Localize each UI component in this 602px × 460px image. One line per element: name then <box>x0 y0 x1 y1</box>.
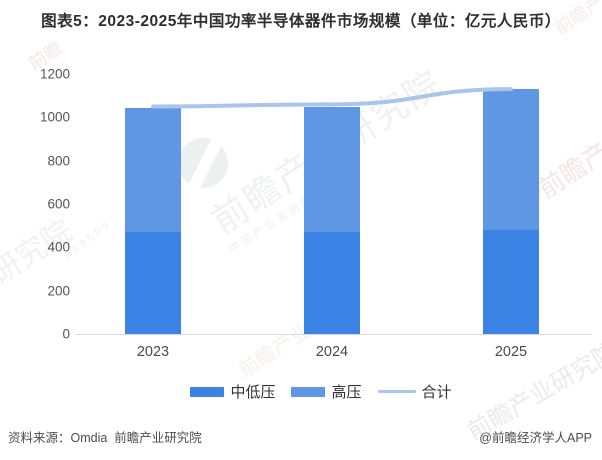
legend-label-total: 合计 <box>421 384 452 401</box>
x-tick-label: 2024 <box>315 344 349 360</box>
total-line <box>151 87 513 109</box>
x-axis-line <box>75 334 592 335</box>
legend-label-medium-low-voltage: 中低压 <box>230 384 276 401</box>
chart-title: 图表5：2023-2025年中国功率半导体器件市场规模（单位：亿元人民币） <box>41 13 561 30</box>
y-tick-label: 200 <box>47 283 70 299</box>
legend-swatch-high-voltage <box>291 386 326 397</box>
footer: 资料来源：Omdia 前瞻产业研究院 @前瞻经济学人APP <box>8 427 592 446</box>
legend: 中低压 高压 合计 <box>40 381 602 402</box>
legend-label-high-voltage: 高压 <box>331 384 362 401</box>
x-tick-label: 2025 <box>494 344 528 360</box>
bar-segment <box>304 232 360 334</box>
y-tick-label: 1000 <box>39 109 70 125</box>
y-tick-label: 0 <box>62 326 70 342</box>
app-credit-text: @前瞻经济学人APP <box>479 431 592 445</box>
y-tick-label: 800 <box>47 153 70 169</box>
x-tick-label: 2023 <box>136 344 170 360</box>
legend-item-high-voltage[interactable]: 高压 <box>291 381 362 402</box>
y-tick-label: 400 <box>47 239 70 255</box>
legend-item-total[interactable]: 合计 <box>377 381 452 402</box>
y-tick-label: 600 <box>47 196 70 212</box>
y-tick-label: 1200 <box>39 66 70 82</box>
x-axis: 2023 2024 2025 <box>0 344 602 364</box>
bar-segment <box>125 232 181 334</box>
bar-segment <box>483 89 539 230</box>
legend-item-medium-low-voltage[interactable]: 中低压 <box>190 381 275 402</box>
legend-swatch-medium-low-voltage <box>190 386 225 397</box>
legend-swatch-total-line <box>377 389 416 394</box>
data-source-text: 资料来源：Omdia 前瞻产业研究院 <box>8 431 202 445</box>
bar-segment <box>125 107 181 233</box>
bar-segment <box>483 230 539 334</box>
bar-segment <box>304 106 360 233</box>
